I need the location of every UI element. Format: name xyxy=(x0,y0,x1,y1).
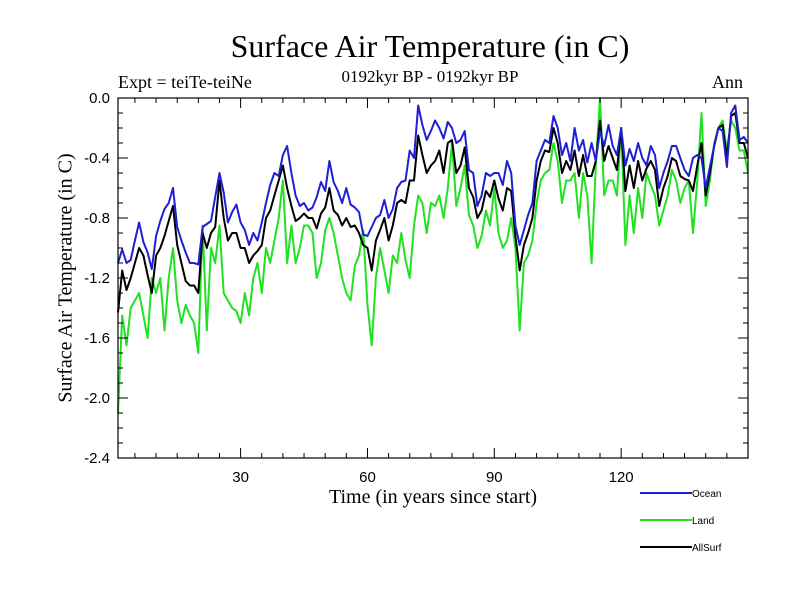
y-tick-label: -2.0 xyxy=(84,390,110,407)
legend-label-land: Land xyxy=(692,516,714,527)
x-tick-label: 60 xyxy=(359,469,376,486)
y-tick-label: 0.0 xyxy=(89,90,110,107)
experiment-label: Expt = teiTe-teiNe xyxy=(118,72,252,92)
chart-title: Surface Air Temperature (in C) xyxy=(230,28,630,64)
axes-layer: 30 60 90 120 0.0 -0.4 -0.8 -1.2 -1.6 -2.0 -2.4 xyxy=(84,90,748,486)
series-layer xyxy=(117,97,749,414)
y-tick-label: -1.6 xyxy=(84,330,110,347)
series-line-land xyxy=(117,97,749,414)
legend-label-allsurf: AllSurf xyxy=(692,543,722,554)
chart-subtitle: 0192kyr BP - 0192kyr BP xyxy=(341,67,519,86)
series-line-ocean xyxy=(117,104,749,270)
x-tick-label: 30 xyxy=(232,469,249,486)
y-tick-label: -1.2 xyxy=(84,270,110,287)
series-line-allsurf xyxy=(117,112,749,313)
x-axis-label: Time (in years since start) xyxy=(328,486,538,508)
y-tick-label: -0.8 xyxy=(84,210,110,227)
y-tick-label: -0.4 xyxy=(84,150,110,167)
season-label: Ann xyxy=(712,72,743,92)
x-tick-label: 90 xyxy=(486,469,503,486)
legend: Ocean Land AllSurf xyxy=(640,489,722,554)
legend-label-ocean: Ocean xyxy=(692,489,721,500)
y-tick-label: -2.4 xyxy=(84,450,110,467)
x-tick-label: 120 xyxy=(609,469,634,486)
